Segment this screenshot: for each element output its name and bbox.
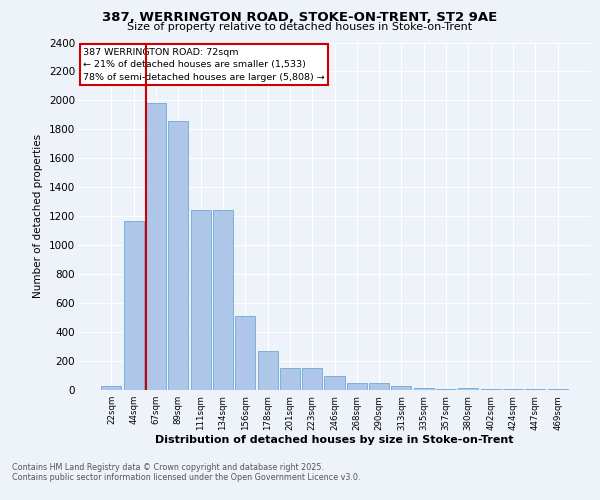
Text: 387 WERRINGTON ROAD: 72sqm
← 21% of detached houses are smaller (1,533)
78% of s: 387 WERRINGTON ROAD: 72sqm ← 21% of deta… bbox=[83, 48, 325, 82]
Bar bbox=[257, 351, 278, 390]
Bar bbox=[302, 368, 322, 390]
Bar bbox=[191, 210, 211, 390]
Bar bbox=[168, 122, 188, 390]
Text: Size of property relative to detached houses in Stoke-on-Trent: Size of property relative to detached ho… bbox=[127, 22, 473, 32]
Bar bbox=[280, 368, 300, 390]
Y-axis label: Number of detached properties: Number of detached properties bbox=[34, 134, 43, 298]
Bar bbox=[235, 316, 255, 390]
Bar bbox=[124, 220, 144, 390]
Bar bbox=[213, 210, 233, 390]
X-axis label: Distribution of detached houses by size in Stoke-on-Trent: Distribution of detached houses by size … bbox=[155, 436, 514, 446]
Bar bbox=[325, 376, 344, 390]
Bar bbox=[146, 104, 166, 390]
Text: Contains HM Land Registry data © Crown copyright and database right 2025.: Contains HM Land Registry data © Crown c… bbox=[12, 462, 324, 471]
Bar bbox=[369, 383, 389, 390]
Bar bbox=[391, 386, 412, 390]
Bar bbox=[414, 388, 434, 390]
Text: Contains public sector information licensed under the Open Government Licence v3: Contains public sector information licen… bbox=[12, 472, 361, 482]
Bar bbox=[101, 386, 121, 390]
Bar bbox=[436, 388, 456, 390]
Bar bbox=[458, 388, 478, 390]
Bar bbox=[347, 383, 367, 390]
Bar bbox=[548, 388, 568, 390]
Text: 387, WERRINGTON ROAD, STOKE-ON-TRENT, ST2 9AE: 387, WERRINGTON ROAD, STOKE-ON-TRENT, ST… bbox=[103, 11, 497, 24]
